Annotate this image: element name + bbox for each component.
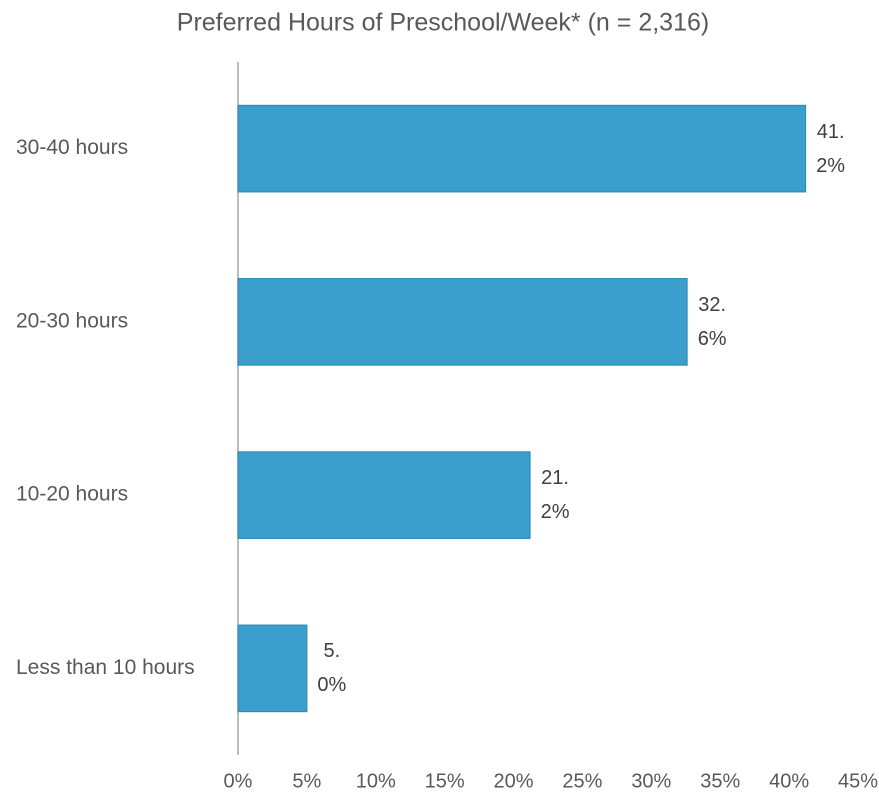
y-tick-label: 30-40 hours bbox=[16, 136, 128, 159]
x-tick-label: 40% bbox=[769, 770, 809, 792]
y-tick-label: 20-30 hours bbox=[16, 309, 128, 332]
x-tick-label: 25% bbox=[562, 770, 602, 792]
x-tick-label: 20% bbox=[494, 770, 534, 792]
bar bbox=[237, 104, 807, 193]
x-tick-label: 45% bbox=[838, 770, 878, 792]
value-label: 41.2% bbox=[816, 120, 846, 177]
bar bbox=[237, 278, 688, 366]
x-tick-label: 15% bbox=[425, 770, 465, 792]
x-tick-label: 5% bbox=[292, 770, 321, 792]
value-label: 5.0% bbox=[317, 640, 347, 697]
y-tick-label: 10-20 hours bbox=[16, 483, 128, 506]
x-tick-label: 10% bbox=[356, 770, 396, 792]
y-tick-label: Less than 10 hours bbox=[16, 656, 195, 679]
value-label: 21.2% bbox=[540, 467, 570, 524]
x-tick-label: 35% bbox=[700, 770, 740, 792]
bar bbox=[237, 624, 308, 713]
value-label: 32.6% bbox=[697, 293, 727, 350]
x-tick-label: 0% bbox=[224, 770, 253, 792]
chart-title: Preferred Hours of Preschool/Week* (n = … bbox=[177, 9, 709, 37]
x-tick-label: 30% bbox=[631, 770, 671, 792]
bar bbox=[237, 451, 531, 539]
